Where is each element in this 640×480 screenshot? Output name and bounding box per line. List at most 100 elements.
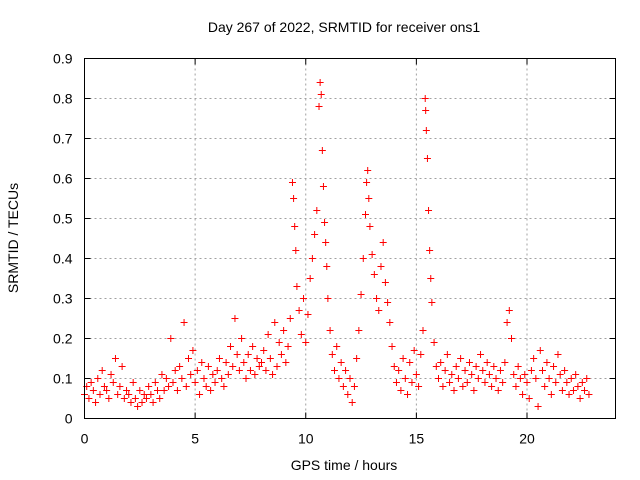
data-point <box>118 363 126 370</box>
data-point <box>147 391 155 398</box>
data-point <box>569 387 577 394</box>
data-point <box>114 391 122 398</box>
data-point <box>365 195 373 202</box>
data-point <box>284 343 292 350</box>
grid <box>84 58 616 419</box>
data-point <box>483 359 491 366</box>
data-point <box>477 351 485 358</box>
data-point <box>359 255 367 262</box>
data-point <box>381 279 389 286</box>
data-point <box>211 379 219 386</box>
data-point <box>304 311 312 318</box>
data-point <box>377 263 385 270</box>
data-point <box>238 335 246 342</box>
data-point <box>275 339 283 346</box>
data-point <box>96 391 104 398</box>
data-point <box>266 355 274 362</box>
data-point <box>176 363 184 370</box>
data-point <box>103 387 111 394</box>
data-point <box>425 207 433 214</box>
data-point <box>468 371 476 378</box>
data-point <box>481 379 489 386</box>
data-point <box>353 355 361 362</box>
data-point <box>131 395 139 402</box>
data-point <box>494 387 502 394</box>
data-point <box>363 179 371 186</box>
data-point <box>472 363 480 370</box>
data-point <box>277 351 285 358</box>
data-point <box>260 347 268 354</box>
data-point <box>459 383 467 390</box>
data-point <box>149 399 157 406</box>
data-point <box>286 315 294 322</box>
data-point <box>576 395 584 402</box>
data-point <box>463 379 471 386</box>
data-point <box>280 327 288 334</box>
data-point <box>87 379 95 386</box>
data-point <box>532 375 540 382</box>
data-point <box>271 319 279 326</box>
data-point <box>167 335 175 342</box>
data-point <box>503 319 511 326</box>
data-point <box>262 367 270 374</box>
data-point <box>427 275 435 282</box>
data-point <box>306 275 314 282</box>
data-point <box>222 359 230 366</box>
data-point <box>395 367 403 374</box>
data-point <box>448 371 456 378</box>
data-point <box>384 299 392 306</box>
data-point <box>514 363 522 370</box>
data-point <box>545 375 553 382</box>
x-tick-label: 20 <box>519 431 535 447</box>
data-point <box>140 391 148 398</box>
x-tick-label: 0 <box>81 431 89 447</box>
data-point <box>392 379 400 386</box>
data-point <box>344 391 352 398</box>
data-point <box>316 79 324 86</box>
data-point <box>516 375 524 382</box>
data-point <box>253 355 261 362</box>
data-point <box>567 375 575 382</box>
data-point <box>249 343 257 350</box>
data-point <box>406 359 414 366</box>
data-point <box>452 363 460 370</box>
data-point <box>89 387 97 394</box>
data-point <box>565 391 573 398</box>
x-tick-label: 10 <box>298 431 314 447</box>
data-point <box>111 355 119 362</box>
data-point <box>125 391 133 398</box>
data-point <box>258 359 265 366</box>
data-point <box>441 367 449 374</box>
data-point <box>220 383 228 390</box>
data-point <box>366 223 374 230</box>
data-point <box>246 367 254 374</box>
data-point <box>446 379 454 386</box>
data-point <box>322 239 330 246</box>
data-point <box>558 387 566 394</box>
data-point <box>379 239 387 246</box>
y-tick-label: 0.9 <box>53 51 73 67</box>
data-point <box>397 387 405 394</box>
data-point <box>193 367 201 374</box>
x-tick-label: 15 <box>409 431 425 447</box>
data-point <box>120 395 128 402</box>
data-point <box>224 371 232 378</box>
data-point <box>231 315 239 322</box>
y-axis-title: SRMTID / TECUs <box>5 183 21 293</box>
data-point <box>264 331 272 338</box>
data-point <box>288 179 296 186</box>
data-point <box>373 295 381 302</box>
data-point <box>151 379 159 386</box>
data-point <box>235 367 243 374</box>
data-point <box>492 375 500 382</box>
data-point <box>488 383 496 390</box>
data-point <box>273 363 281 370</box>
data-point <box>196 391 204 398</box>
data-point <box>412 371 420 378</box>
data-point <box>337 359 345 366</box>
data-point <box>470 387 478 394</box>
data-point <box>318 147 326 154</box>
data-point <box>328 351 336 358</box>
data-point <box>292 247 300 254</box>
data-point <box>123 387 131 394</box>
